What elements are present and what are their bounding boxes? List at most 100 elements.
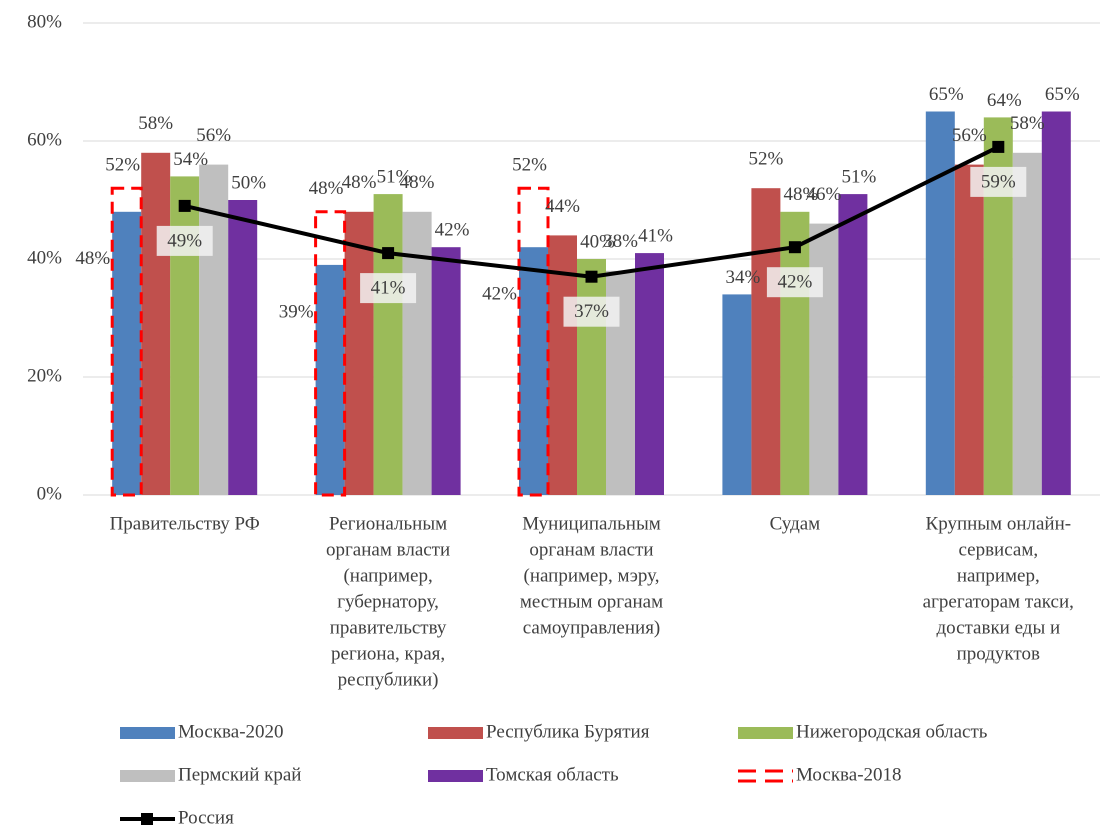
- bar: [1012, 152, 1042, 496]
- x-tick-label: органам власти: [326, 539, 450, 560]
- bar: [141, 152, 171, 496]
- x-tick-label: региона, края,: [331, 643, 445, 664]
- bar: [722, 294, 752, 495]
- data-label: 50%: [231, 172, 266, 193]
- x-tick-label: Правительству РФ: [110, 513, 260, 534]
- legend-label: Россия: [178, 807, 234, 827]
- label-box: [563, 296, 620, 327]
- data-label: 37%: [574, 301, 609, 322]
- x-tick-label: правительству: [330, 617, 447, 638]
- x-tick-label: доставки еды и: [936, 617, 1060, 638]
- data-label: 65%: [929, 84, 964, 105]
- data-label: 34%: [725, 267, 760, 288]
- data-label: 59%: [981, 171, 1016, 192]
- legend-label: Нижегородская область: [796, 721, 988, 742]
- x-tick-label: самоуправления): [523, 617, 661, 638]
- x-tick-label: Судам: [770, 513, 821, 534]
- bar: [170, 176, 200, 495]
- y-tick-label: 0%: [37, 483, 63, 504]
- bar: [635, 253, 664, 495]
- legend-swatch: [428, 727, 483, 739]
- y-tick-label: 80%: [27, 11, 62, 32]
- data-label: 48%: [342, 172, 377, 193]
- y-tick-label: 40%: [27, 247, 62, 268]
- bar: [519, 247, 548, 495]
- line-marker: [178, 199, 191, 212]
- bar: [838, 194, 868, 495]
- bar: [315, 264, 345, 495]
- bar: [780, 211, 810, 496]
- bar: [112, 211, 142, 496]
- bar: [954, 164, 984, 495]
- data-label: 42%: [482, 284, 517, 305]
- x-tick-label: (например,: [343, 565, 432, 586]
- line-marker: [382, 247, 395, 260]
- data-label: 41%: [371, 277, 406, 298]
- data-label: 56%: [196, 125, 231, 146]
- bar: [548, 235, 577, 495]
- data-label: 42%: [435, 220, 470, 241]
- bar: [431, 247, 461, 495]
- x-tick-label: губернатору,: [337, 591, 439, 612]
- legend-swatch: [120, 770, 175, 782]
- x-tick-label: сервисам,: [958, 539, 1038, 560]
- data-label: 46%: [806, 184, 841, 205]
- line-marker: [788, 241, 801, 254]
- data-label: 54%: [173, 149, 208, 170]
- data-label: 38%: [603, 231, 638, 252]
- data-label: 48%: [783, 184, 818, 205]
- data-label: 52%: [105, 155, 140, 176]
- data-label: 65%: [1045, 84, 1080, 105]
- y-tick-label: 60%: [27, 129, 62, 150]
- legend-label: Москва-2018: [796, 764, 902, 785]
- data-label: 41%: [638, 225, 673, 246]
- label-box: [156, 225, 213, 256]
- x-tick-label: местным органам: [520, 591, 663, 612]
- data-label: 51%: [841, 166, 876, 187]
- x-tick-label: республики): [338, 669, 439, 690]
- data-label: 52%: [748, 149, 783, 170]
- x-tick-label: продуктов: [957, 643, 1040, 664]
- x-tick-label: Региональным: [329, 513, 447, 534]
- legend-swatch: [120, 727, 175, 739]
- data-label: 44%: [545, 196, 580, 217]
- line-marker: [585, 270, 598, 283]
- label-box: [766, 267, 823, 298]
- label-box: [360, 273, 417, 304]
- data-label: 42%: [777, 272, 812, 293]
- data-label: 48%: [309, 178, 344, 199]
- data-label: 39%: [279, 301, 314, 322]
- legend-label: Томская область: [486, 764, 619, 785]
- bar: [809, 223, 839, 495]
- x-tick-label: (например, мэру,: [524, 565, 660, 586]
- legend-swatch: [141, 813, 153, 825]
- data-label: 64%: [987, 90, 1022, 111]
- x-tick-label: например,: [957, 565, 1040, 586]
- y-tick-label: 20%: [27, 365, 62, 386]
- x-tick-label: Муниципальным: [522, 513, 660, 534]
- legend-swatch: [428, 770, 483, 782]
- x-tick-label: Крупным онлайн-: [926, 513, 1072, 534]
- bar: [228, 200, 258, 495]
- label-box: [970, 166, 1027, 197]
- legend-swatch: [738, 727, 793, 739]
- legend-label: Москва-2020: [178, 721, 284, 742]
- legend-label: Пермский край: [178, 764, 301, 785]
- data-label: 52%: [512, 155, 547, 176]
- dashed-bar: [110, 186, 143, 497]
- data-label: 56%: [952, 125, 987, 146]
- x-tick-label: органам власти: [529, 539, 653, 560]
- data-label: 40%: [580, 231, 615, 252]
- bar: [577, 259, 606, 495]
- dashed-bar: [314, 210, 347, 497]
- bar: [344, 211, 374, 496]
- line-marker: [992, 140, 1005, 153]
- data-label: 51%: [377, 166, 412, 187]
- bar: [751, 188, 781, 495]
- data-label: 49%: [167, 230, 202, 251]
- x-tick-label: агрегаторам такси,: [923, 591, 1074, 612]
- data-label: 48%: [400, 172, 435, 193]
- data-label: 48%: [75, 248, 110, 269]
- legend-label: Республика Бурятия: [486, 721, 650, 742]
